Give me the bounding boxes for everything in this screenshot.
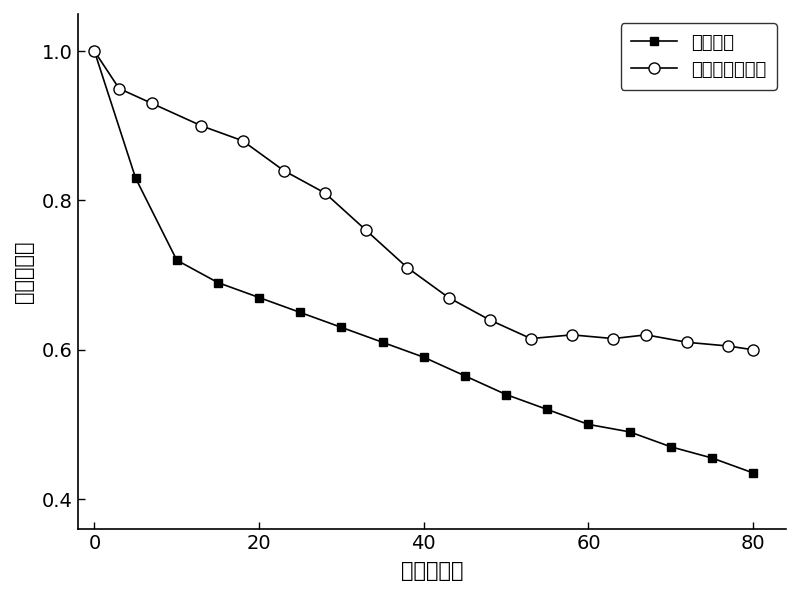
标准器件 [254, 294, 264, 301]
本发明结构器件 [748, 346, 758, 353]
本发明结构器件 [320, 189, 330, 196]
标准器件 [460, 372, 470, 380]
标准器件 [666, 443, 676, 450]
本发明结构器件 [114, 85, 124, 92]
本发明结构器件 [682, 339, 692, 346]
标准器件 [542, 406, 552, 413]
标准器件 [584, 421, 594, 428]
标准器件 [707, 455, 717, 462]
标准器件 [625, 428, 634, 436]
本发明结构器件 [485, 317, 494, 324]
本发明结构器件 [362, 227, 371, 234]
标准器件 [378, 339, 387, 346]
标准器件 [502, 391, 511, 398]
X-axis label: 时间（分）: 时间（分） [401, 561, 463, 581]
本发明结构器件 [567, 331, 577, 339]
本发明结构器件 [526, 335, 536, 342]
Line: 标准器件: 标准器件 [90, 47, 758, 477]
本发明结构器件 [90, 48, 99, 55]
本发明结构器件 [147, 100, 157, 107]
标准器件 [172, 256, 182, 264]
标准器件 [90, 48, 99, 55]
Line: 本发明结构器件: 本发明结构器件 [89, 46, 758, 355]
本发明结构器件 [444, 294, 454, 301]
Legend: 标准器件, 本发明结构器件: 标准器件, 本发明结构器件 [621, 23, 777, 90]
本发明结构器件 [279, 167, 289, 174]
标准器件 [295, 309, 305, 316]
本发明结构器件 [642, 331, 651, 339]
标准器件 [748, 469, 758, 477]
标准器件 [130, 174, 140, 181]
本发明结构器件 [238, 137, 247, 145]
标准器件 [213, 279, 222, 286]
本发明结构器件 [724, 343, 734, 350]
本发明结构器件 [402, 264, 412, 271]
标准器件 [419, 353, 429, 361]
Y-axis label: 归一化效率: 归一化效率 [14, 240, 34, 303]
标准器件 [337, 324, 346, 331]
本发明结构器件 [197, 123, 206, 130]
本发明结构器件 [608, 335, 618, 342]
